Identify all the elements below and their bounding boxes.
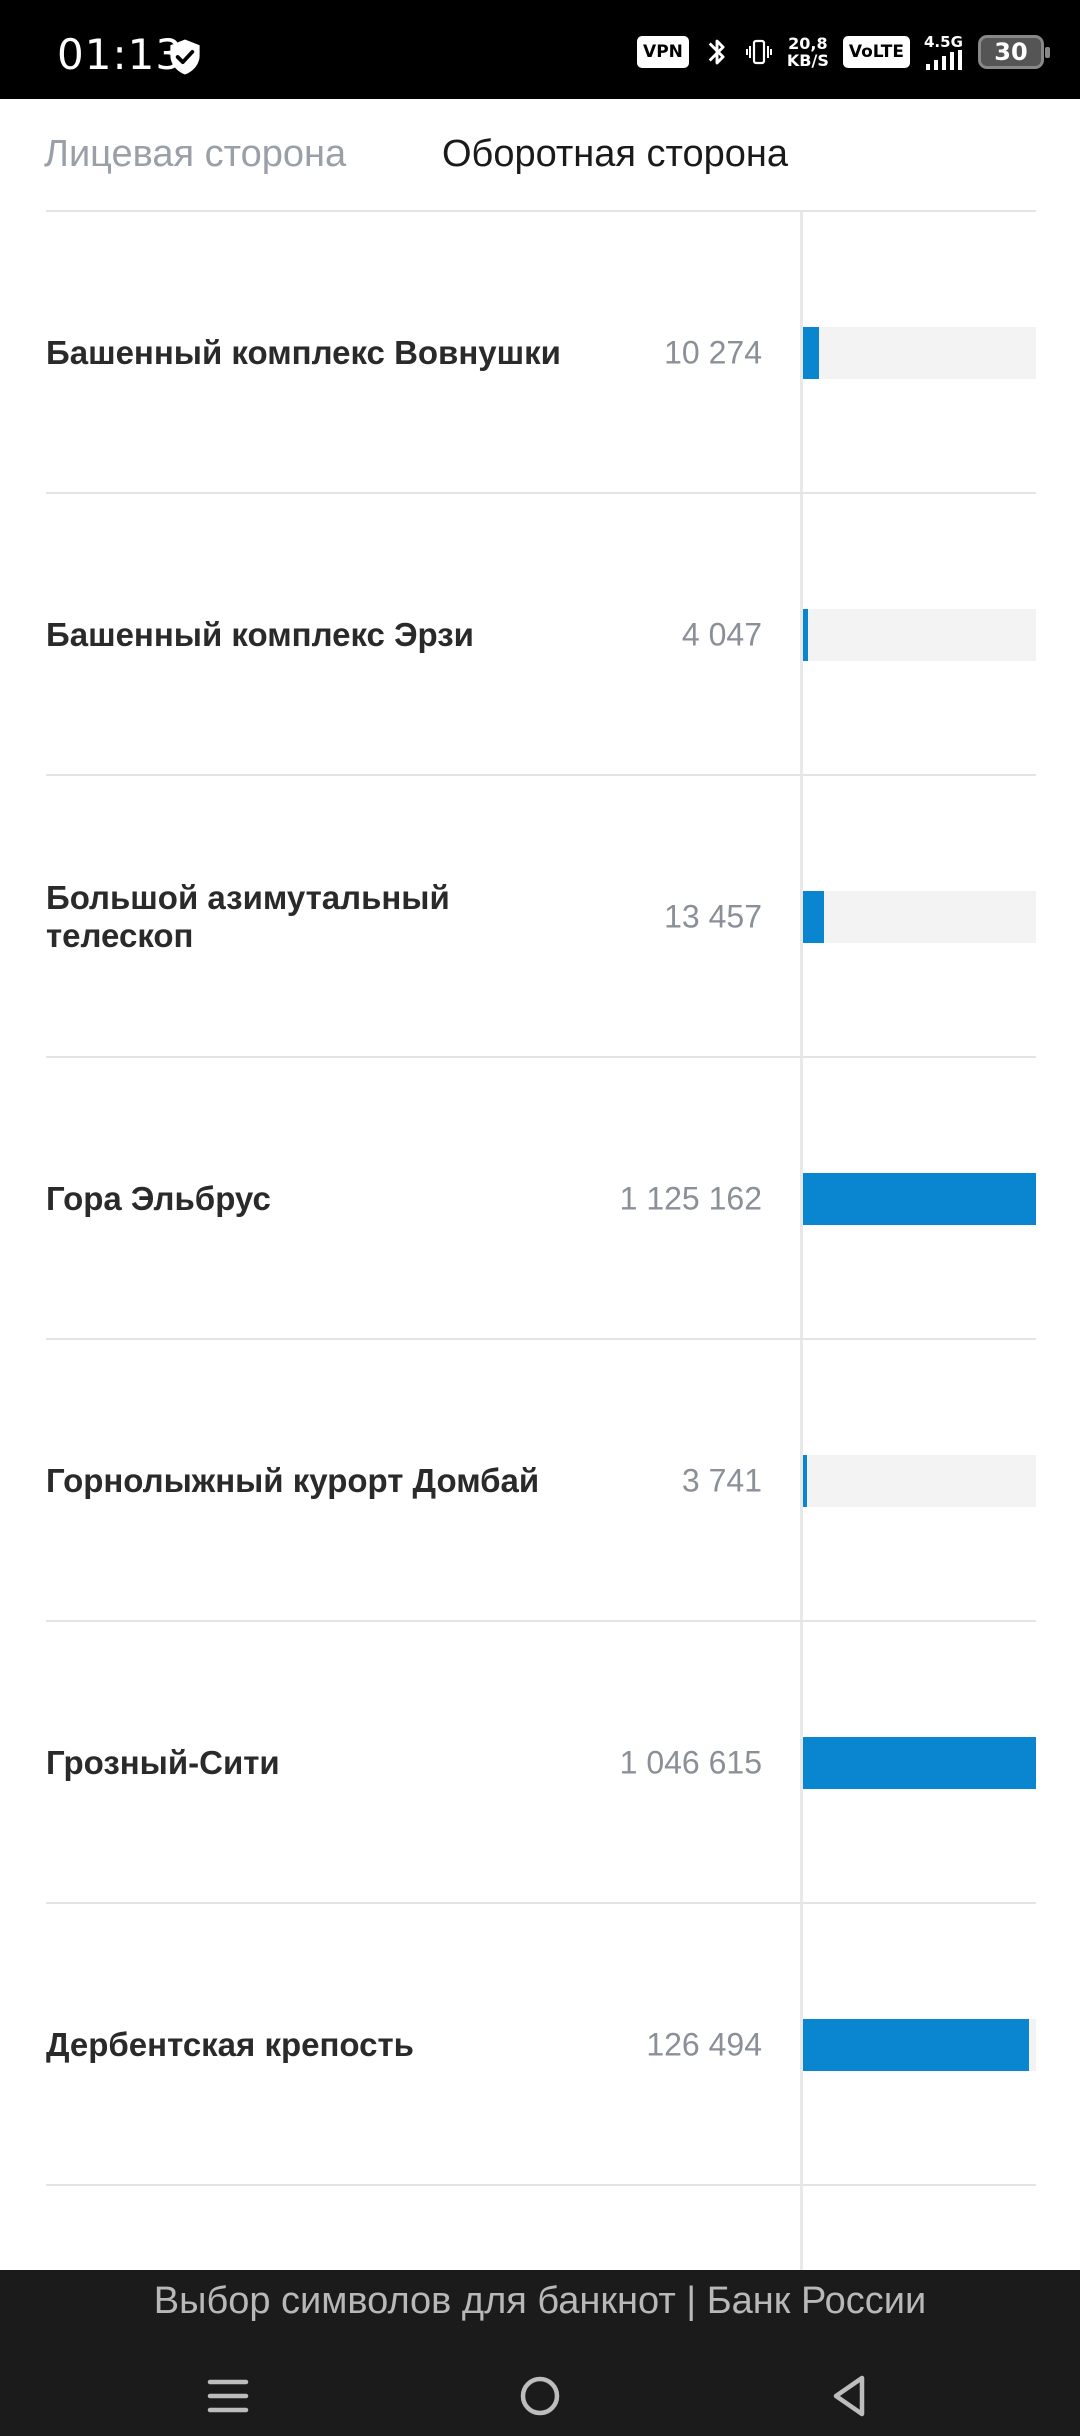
item-bar-fill xyxy=(803,1737,1036,1789)
list-item: Гора Эльбрус 1 125 162 xyxy=(0,1058,1080,1340)
item-bar-fill xyxy=(803,891,824,943)
item-bar-track xyxy=(803,327,1036,379)
item-label: Башенный комплекс Эрзи xyxy=(46,616,474,653)
status-icons: VPN 20,8 KB/S VoLTE 4.5G 30 xyxy=(637,32,1050,72)
item-bar-fill xyxy=(803,1173,1036,1225)
back-icon[interactable] xyxy=(820,2366,880,2426)
battery-level: 30 xyxy=(994,38,1028,66)
status-time: 01:13 xyxy=(57,30,184,79)
item-value: 126 494 xyxy=(646,2026,762,2063)
item-bar-track xyxy=(803,1173,1036,1225)
list-item: Дербентская крепость 126 494 xyxy=(0,1904,1080,2186)
item-value: 1 046 615 xyxy=(619,1744,762,1781)
list-item: Большой азимутальный телескоп 13 457 xyxy=(0,776,1080,1058)
row-divider xyxy=(46,1620,1036,1622)
side-tabs: Лицевая сторона Оборотная сторона xyxy=(0,99,1080,212)
row-divider xyxy=(46,774,1036,776)
item-bar-fill xyxy=(803,2019,1029,2071)
network-speed: 20,8 KB/S xyxy=(787,35,829,69)
speed-unit: KB/S xyxy=(786,51,829,70)
item-label: Грозный-Сити xyxy=(46,1744,280,1781)
item-value: 10 274 xyxy=(664,334,762,371)
page-title: Выбор символов для банкнот | Банк России xyxy=(153,2280,927,2322)
item-bar-track xyxy=(803,1455,1036,1507)
item-value: 13 457 xyxy=(664,898,762,935)
bar-axis-line xyxy=(800,212,803,2270)
shield-check-icon xyxy=(170,39,200,75)
signal-icon xyxy=(926,49,962,70)
row-divider xyxy=(46,492,1036,494)
item-value: 1 125 162 xyxy=(619,1180,762,1217)
tab-back-side[interactable]: Оборотная сторона xyxy=(442,133,789,175)
list-item: Горнолыжный курорт Домбай 3 741 xyxy=(0,1340,1080,1622)
item-bar-fill xyxy=(803,1455,807,1507)
bottom-bar: Выбор символов для банкнот | Банк России xyxy=(0,2270,1080,2436)
item-label: Горнолыжный курорт Домбай xyxy=(46,1462,540,1499)
item-value: 3 741 xyxy=(681,1462,762,1499)
list-item: Башенный комплекс Вовнушки 10 274 xyxy=(0,212,1080,494)
menu-icon[interactable] xyxy=(198,2366,258,2426)
item-label: Дербентская крепость xyxy=(46,2026,414,2063)
speed-value: 20,8 xyxy=(788,34,828,53)
list-item: Грозный-Сити 1 046 615 xyxy=(0,1622,1080,1904)
item-bar-track xyxy=(803,891,1036,943)
home-icon[interactable] xyxy=(510,2366,570,2426)
network-type: 4.5G xyxy=(924,32,963,51)
results-list: Башенный комплекс Вовнушки 10 274 Башенн… xyxy=(0,212,1080,2270)
vpn-badge: VPN xyxy=(637,36,689,68)
item-label: Гора Эльбрус xyxy=(46,1180,271,1217)
item-bar-track xyxy=(803,2019,1036,2071)
list-item: Башенный комплекс Эрзи 4 047 xyxy=(0,494,1080,776)
row-divider xyxy=(46,1902,1036,1904)
bluetooth-icon xyxy=(708,39,725,65)
battery-icon: 30 xyxy=(978,35,1050,69)
item-bar-track xyxy=(803,609,1036,661)
tabs-divider xyxy=(46,210,1036,212)
item-label: Башенный комплекс Вовнушки xyxy=(46,334,561,371)
tab-front-side[interactable]: Лицевая сторона xyxy=(44,133,347,175)
signal-group: 4.5G xyxy=(924,32,964,70)
row-divider xyxy=(46,1056,1036,1058)
item-bar-track xyxy=(803,1737,1036,1789)
status-bar: 01:13 VPN 20,8 KB/S VoLTE 4.5G xyxy=(0,0,1080,99)
item-bar-fill xyxy=(803,609,808,661)
item-bar-fill xyxy=(803,327,820,379)
item-value: 4 047 xyxy=(681,616,762,653)
volte-badge: VoLTE xyxy=(842,36,910,68)
row-divider xyxy=(46,2184,1036,2186)
vibrate-icon xyxy=(745,39,772,65)
item-label: Большой азимутальный телескоп xyxy=(46,879,450,954)
row-divider xyxy=(46,1338,1036,1340)
